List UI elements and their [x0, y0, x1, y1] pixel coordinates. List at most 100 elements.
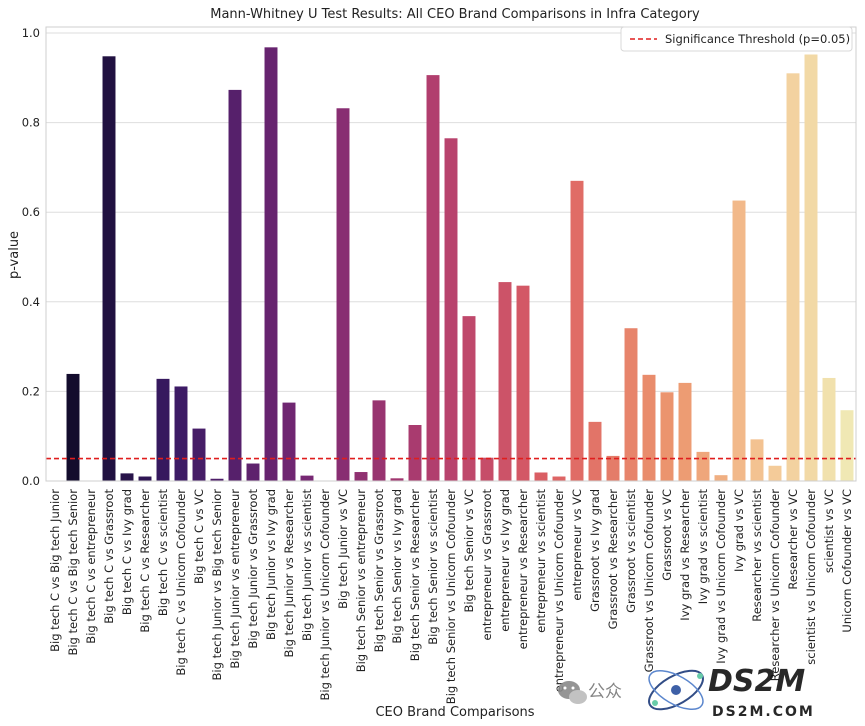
- x-tick-label: entrepreneur vs Unicorn Cofounder: [552, 489, 566, 693]
- x-tick-label: Big tech Senior vs Grassroot: [372, 489, 386, 653]
- x-tick-label: Big tech Senior vs Unicorn Cofounder: [444, 489, 458, 704]
- bar: [156, 378, 170, 481]
- watermark-channel-text: 公众: [588, 682, 622, 702]
- y-tick-labels: 0.0 0.2 0.4 0.6 0.8 1.0: [22, 26, 40, 488]
- bar: [804, 54, 818, 482]
- bar: [498, 282, 512, 481]
- x-tick-label: Big tech Junior vs VC: [336, 489, 350, 609]
- bar: [732, 200, 746, 481]
- x-tick-label: Big tech C vs Ivy grad: [120, 489, 134, 615]
- bar: [642, 374, 656, 481]
- x-tick-label: Big tech Senior vs scientist: [426, 489, 440, 645]
- x-tick-label: Researcher vs scientist: [750, 489, 764, 622]
- x-tick-label: Grassroot vs VC: [660, 489, 674, 581]
- bar: [840, 410, 854, 481]
- bar: [768, 465, 782, 481]
- bar: [210, 478, 224, 481]
- x-tick-label: entrepreneur vs scientist: [534, 489, 548, 633]
- x-tick-label: Big tech Junior vs Grassroot: [246, 489, 260, 649]
- bar: [354, 472, 368, 481]
- bar: [426, 75, 440, 481]
- bar: [714, 475, 728, 481]
- watermark: 公众 DS2M DS2M.COM: [558, 664, 815, 720]
- bar: [246, 463, 260, 481]
- x-tick-label: Ivy grad vs Unicorn Cofounder: [714, 489, 728, 664]
- x-tick-label: scientist vs Unicorn Cofounder: [804, 489, 818, 665]
- x-tick-label: entrepreneur vs Ivy grad: [498, 489, 512, 632]
- x-tick-label: Researcher vs Unicorn Cofounder: [768, 489, 782, 681]
- x-tick-label: Big tech Junior vs Unicorn Cofounder: [318, 489, 332, 701]
- bar: [588, 421, 602, 481]
- y-tick-label: 0.2: [22, 384, 40, 398]
- plot-border: [45, 26, 857, 482]
- bar: [570, 180, 584, 481]
- bar: [138, 476, 152, 481]
- bar: [624, 328, 638, 481]
- y-tick-label: 0.8: [22, 116, 40, 130]
- y-tick-label: 0.6: [22, 205, 40, 219]
- x-tick-label: Big tech Senior vs entrepreneur: [354, 489, 368, 673]
- bar: [480, 457, 494, 481]
- plot-frame: [45, 26, 857, 482]
- watermark-domain-text: DS2M.COM: [712, 704, 815, 720]
- bar: [552, 476, 566, 481]
- wechat-icon: [558, 681, 587, 704]
- x-axis-label: CEO Brand Comparisons: [375, 705, 534, 720]
- watermark-logo-text: DS2M: [708, 664, 805, 699]
- x-tick-label: Big tech C vs VC: [192, 489, 206, 584]
- x-tick-label: Big tech Junior vs Ivy grad: [264, 489, 278, 640]
- x-tick-label: Grassroot vs scientist: [624, 489, 638, 613]
- legend: Significance Threshold (p=0.05): [620, 26, 853, 52]
- x-tick-label: Big tech C vs Researcher: [138, 489, 152, 633]
- bar: [120, 473, 134, 481]
- bar: [696, 451, 710, 481]
- x-tick-label: entrepreneur vs Grassroot: [480, 489, 494, 641]
- bar: [660, 392, 674, 481]
- bar: [228, 89, 242, 482]
- bar: [372, 400, 386, 481]
- bar: [102, 56, 116, 482]
- bars: [66, 47, 854, 482]
- x-tick-label: Grassroot vs Unicorn Cofounder: [642, 489, 656, 673]
- x-tick-label: scientist vs VC: [822, 489, 836, 573]
- x-tick-label: Grassroot vs Ivy grad: [588, 489, 602, 612]
- bar: [408, 425, 422, 481]
- x-tick-label: Big tech Junior vs scientist: [300, 489, 314, 641]
- x-tick-label: Unicorn Cofounder vs VC: [840, 489, 854, 633]
- y-tick-label: 0.4: [22, 295, 40, 309]
- chart-title: Mann-Whitney U Test Results: All CEO Bra…: [210, 7, 700, 22]
- bar: [606, 455, 620, 481]
- bar: [300, 475, 314, 481]
- x-tick-label: Big tech C vs scientist: [156, 489, 170, 617]
- x-tick-label: Big tech C vs Grassroot: [102, 489, 116, 624]
- bar: [444, 138, 458, 481]
- bar: [750, 439, 764, 481]
- x-tick-label: Big tech Senior vs Ivy grad: [390, 489, 404, 644]
- x-tick-label: entrepreneur vs VC: [570, 489, 584, 601]
- ds2m-logo-icon: [648, 669, 704, 711]
- x-tick-label: Big tech Junior vs Researcher: [282, 489, 296, 658]
- bar: [66, 373, 80, 481]
- bar: [264, 47, 278, 481]
- legend-box: [620, 26, 853, 52]
- x-tick-label: Researcher vs VC: [786, 489, 800, 590]
- x-tick-label: Big tech Junior vs entrepreneur: [228, 489, 242, 669]
- x-tick-label: Big tech C vs Big tech Junior: [48, 489, 62, 652]
- y-axis-label: p-value: [7, 231, 22, 279]
- x-tick-labels: Big tech C vs Big tech Junior Big tech C …: [48, 489, 854, 705]
- x-tick-label: Ivy grad vs Researcher: [678, 489, 692, 621]
- x-tick-label: Ivy grad vs scientist: [696, 489, 710, 605]
- bar: [462, 316, 476, 481]
- bar: [678, 382, 692, 481]
- x-tick-label: Big tech Senior vs Researcher: [408, 489, 422, 661]
- y-tick-label: 0.0: [22, 474, 40, 488]
- bar: [822, 377, 836, 481]
- legend-label: Significance Threshold (p=0.05): [665, 32, 850, 46]
- bar: [534, 472, 548, 481]
- bar: [390, 478, 404, 481]
- x-tick-label: Big tech C vs Big tech Senior: [66, 489, 80, 656]
- x-tick-label: Grassroot vs Researcher: [606, 489, 620, 630]
- bar: [336, 108, 350, 481]
- bar: [282, 402, 296, 481]
